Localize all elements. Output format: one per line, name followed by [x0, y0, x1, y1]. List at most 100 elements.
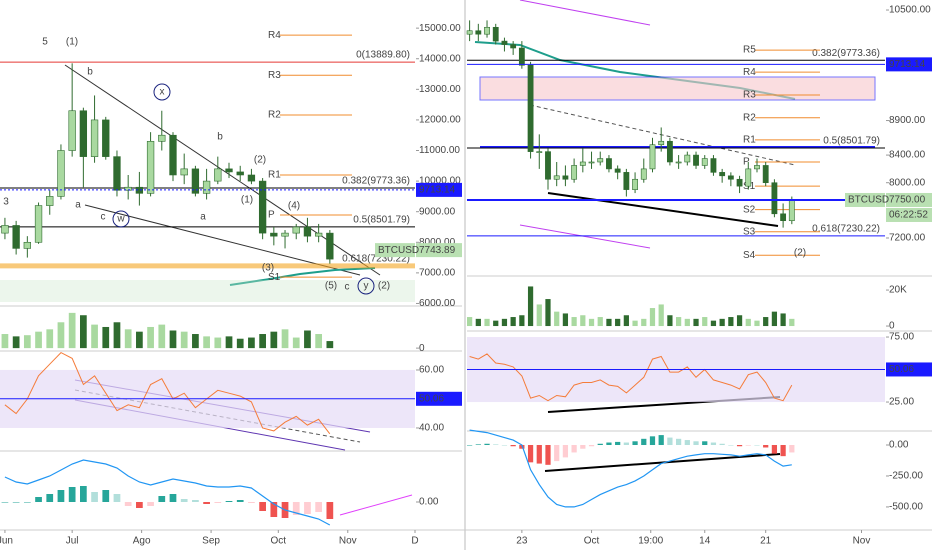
macd-histogram	[68, 487, 76, 502]
volume-bar	[57, 322, 65, 349]
price-tag	[416, 182, 462, 197]
pivot-label: S1	[268, 272, 281, 283]
volume-bar	[702, 317, 708, 327]
candle-body	[57, 150, 65, 197]
volume-bar	[641, 318, 647, 327]
pivot-label: R3	[268, 70, 281, 81]
candle-body	[475, 30, 482, 35]
candle-body	[68, 110, 76, 151]
wave-label: (3)	[262, 263, 274, 274]
macd-histogram	[719, 443, 725, 446]
wave-label: b	[87, 67, 93, 78]
macd-histogram	[124, 502, 132, 506]
volume-bar	[136, 331, 143, 349]
wave-label: b	[217, 132, 223, 143]
y-tick-label: 25.00	[889, 397, 914, 408]
candle-body	[146, 141, 155, 194]
macd-histogram	[536, 445, 542, 464]
x-tick-label: Oct	[584, 536, 600, 547]
candle-body	[180, 168, 188, 176]
volume-bar	[771, 311, 778, 327]
macd-histogram	[136, 502, 143, 508]
volume-bar	[571, 317, 577, 327]
candle-body	[649, 144, 656, 170]
candle-body	[281, 232, 289, 237]
wave-label: (4)	[288, 201, 300, 212]
macd-histogram	[588, 445, 595, 447]
volume-bar	[236, 338, 244, 349]
volume-bar	[315, 334, 323, 349]
arrow	[339, 494, 413, 516]
macd-histogram	[158, 496, 166, 502]
wave-label: c	[101, 212, 106, 223]
candle-body	[484, 26, 490, 35]
x-tick-label: 21	[760, 536, 772, 547]
candle-body	[466, 30, 473, 35]
macd-histogram	[736, 445, 743, 447]
macd-histogram	[649, 436, 656, 446]
volume-bar	[304, 330, 311, 349]
volume-bar	[763, 317, 769, 327]
price-tag	[886, 362, 932, 377]
macd-histogram	[623, 442, 629, 446]
y-tick-label: 20K	[889, 285, 907, 296]
candle-body	[788, 199, 795, 222]
volume-bar	[693, 318, 699, 327]
y-tick-label: 8400.00	[889, 150, 926, 161]
candle-body	[727, 175, 734, 180]
volume-bar	[292, 337, 300, 349]
volume-bar	[545, 299, 551, 327]
pivot-label: R2	[268, 110, 281, 121]
volume-bar	[35, 331, 42, 349]
volume-bar	[1, 334, 9, 349]
fib-label: 0.382(9773.36)	[342, 176, 410, 187]
volume-bar	[597, 317, 603, 327]
volume-bar	[79, 315, 87, 349]
volume-bar	[789, 318, 795, 327]
countdown-label: 06:22:52	[889, 210, 928, 221]
x-tick-label: Sep	[202, 536, 220, 547]
pivot-label: R2	[743, 112, 756, 123]
macd-histogram	[632, 441, 638, 446]
channel-line	[519, 224, 651, 249]
pivot-label: P	[743, 157, 750, 168]
candle-body	[225, 168, 233, 173]
candle-body	[745, 168, 752, 187]
y-tick-label: 15000.00	[419, 23, 461, 34]
price-tag	[416, 243, 462, 258]
macd-histogram	[554, 445, 560, 462]
macd-histogram	[641, 438, 647, 446]
candle-body	[571, 165, 578, 180]
macd-histogram	[91, 492, 98, 502]
candle-body	[214, 168, 222, 182]
candle-body	[545, 151, 551, 180]
y-tick-label: 12000.00	[419, 115, 461, 126]
volume-bar	[281, 329, 289, 349]
fib-label: 0.618(7230.22)	[342, 253, 410, 264]
y-tick-label: -500.00	[889, 502, 923, 513]
price-tag	[416, 391, 462, 406]
symbol-tag	[375, 243, 415, 258]
pivot-label: R1	[268, 170, 281, 181]
macd-histogram	[501, 445, 508, 446]
candle-body	[501, 40, 508, 45]
macd-histogram	[46, 494, 54, 502]
price-tag-label: 50.06	[419, 393, 444, 404]
volume-bar	[326, 341, 334, 349]
volume-bar	[736, 315, 743, 327]
price-tag-label: 9713.14	[419, 185, 456, 196]
volume-bar	[124, 329, 132, 349]
macd-histogram	[192, 500, 199, 502]
macd-histogram	[57, 490, 65, 502]
y-tick-label: 9000.00	[419, 206, 456, 217]
candle-body	[1, 225, 9, 234]
volume-bar	[754, 320, 760, 327]
resistance-zone	[479, 76, 876, 101]
volume-bar	[588, 318, 595, 327]
volume-bar	[91, 324, 98, 349]
candle-body	[492, 26, 499, 42]
candle-body	[303, 226, 312, 237]
y-tick-label: 7000.00	[419, 268, 456, 279]
volume-bar	[554, 311, 560, 327]
trend-line	[547, 192, 779, 227]
